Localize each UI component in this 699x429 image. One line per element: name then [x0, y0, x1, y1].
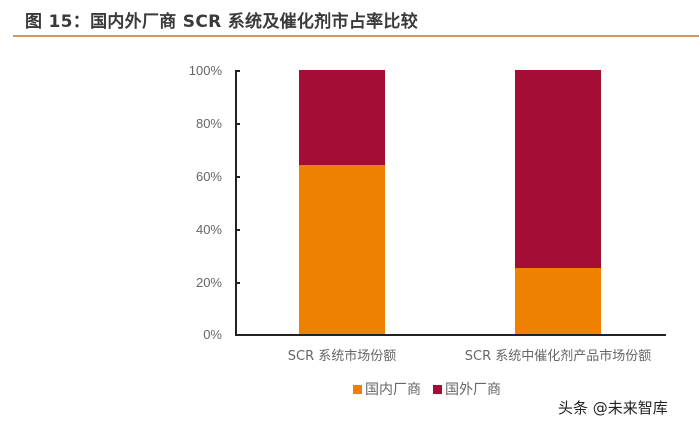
xtick-label-scr-catalyst: SCR 系统中催化剂产品市场份额 [464, 349, 652, 364]
ytick-label-80: 80% [195, 116, 222, 131]
chart-legend: 国内厂商 国外厂商 [353, 379, 501, 399]
legend-swatch-foreign [433, 384, 442, 394]
ytick-label-0: 0% [203, 327, 222, 342]
legend-item-foreign: 国外厂商 [433, 379, 501, 399]
ytick-mark [235, 282, 240, 284]
bar-scr-catalyst [515, 70, 601, 334]
legend-item-domestic: 国内厂商 [353, 379, 421, 399]
legend-swatch-domestic [353, 384, 362, 394]
bar-segment-foreign [299, 70, 385, 165]
figure-title: 图 15：国内外厂商 SCR 系统及催化剂市占率比较 [25, 12, 419, 32]
ytick-label-40: 40% [195, 222, 222, 237]
xtick-label-scr-system: SCR 系统市场份额 [287, 349, 397, 364]
ytick-label-60: 60% [195, 169, 222, 184]
ytick-mark [235, 70, 240, 72]
legend-label-domestic: 国内厂商 [365, 382, 421, 398]
title-divider [13, 35, 699, 37]
ytick-mark [235, 176, 240, 178]
bar-segment-foreign [515, 70, 601, 268]
ytick-mark [235, 229, 240, 231]
ytick-label-100: 100% [188, 63, 222, 78]
bar-segment-domestic [515, 268, 601, 334]
bar-segment-domestic [299, 165, 385, 334]
legend-label-foreign: 国外厂商 [445, 382, 501, 398]
ytick-mark [235, 123, 240, 125]
y-axis [235, 70, 237, 335]
x-axis [235, 334, 666, 336]
bar-scr-system [299, 70, 385, 334]
ytick-label-20: 20% [195, 275, 222, 290]
watermark: 头条 @未来智库 [558, 399, 668, 417]
